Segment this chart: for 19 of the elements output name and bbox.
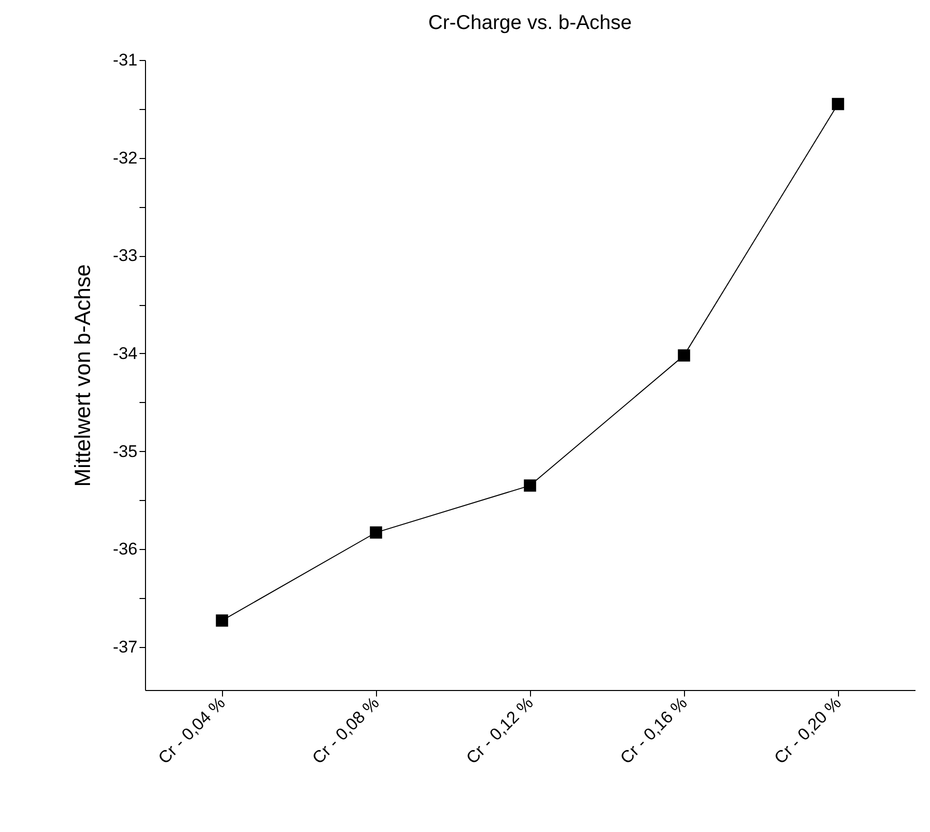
point <box>524 479 536 492</box>
point <box>370 526 382 539</box>
x-tick-label: Cr - 0,20 % <box>770 693 845 768</box>
x-tick-label: Cr - 0,04 % <box>154 693 229 768</box>
point <box>832 98 844 110</box>
y-tick-label: -36 <box>112 540 138 559</box>
y-tick-label: -37 <box>112 637 138 656</box>
point <box>678 349 690 362</box>
x-tick-label: Cr - 0,16 % <box>616 693 691 768</box>
y-tick-label: -32 <box>112 148 138 168</box>
chart-title: Cr-Charge vs. b-Achse <box>428 12 632 34</box>
y-axis-title: Mittelwert von b-Achse <box>70 264 95 487</box>
point <box>216 614 228 627</box>
y-tick-label: -35 <box>112 442 138 461</box>
x-tick-label: Cr - 0,08 % <box>308 693 383 768</box>
y-tick-label: -33 <box>112 246 138 266</box>
y-tick-label: -34 <box>112 344 138 363</box>
x-tick-label: Cr - 0,12 % <box>462 693 537 768</box>
y-tick-label: -31 <box>112 50 138 70</box>
